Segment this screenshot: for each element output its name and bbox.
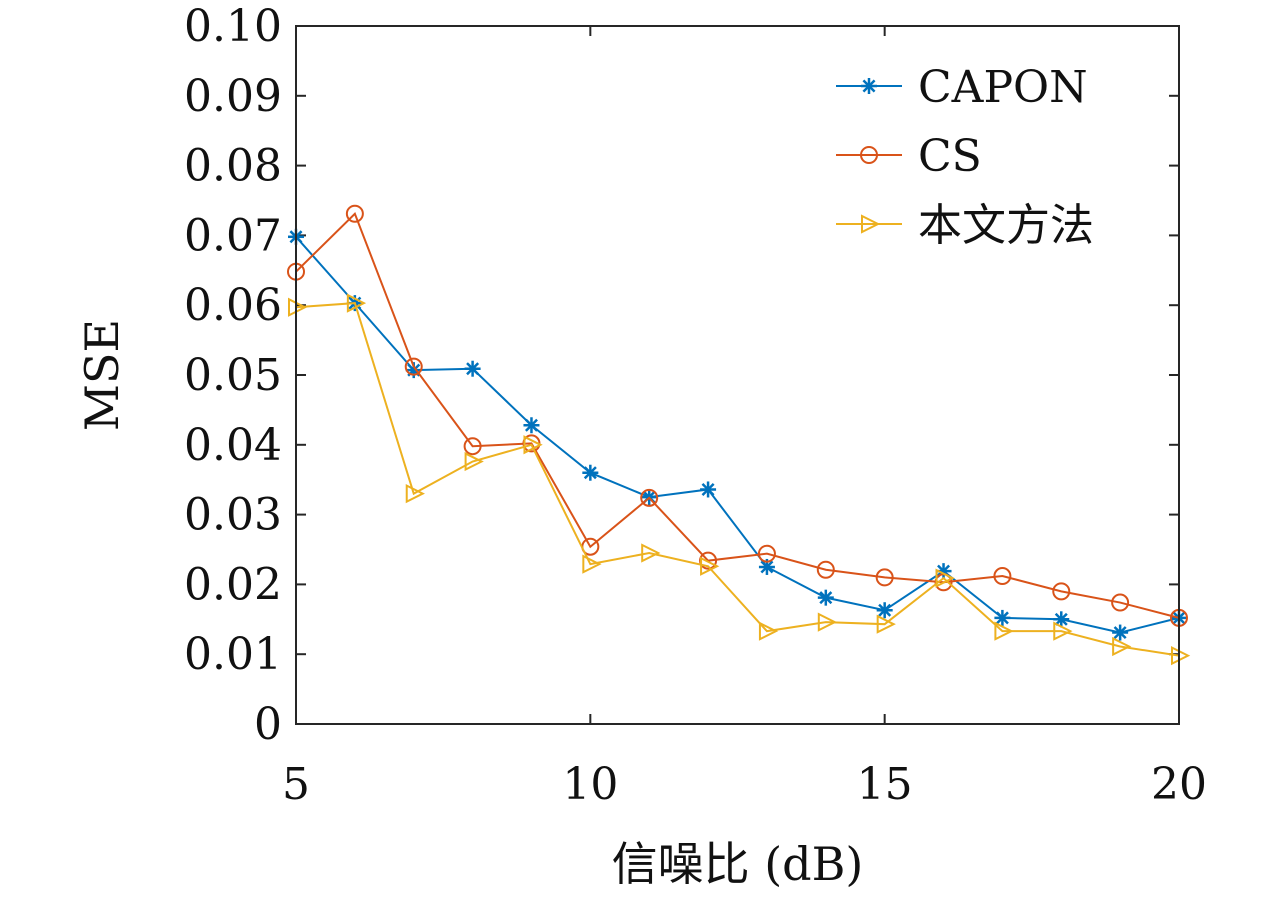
x-tick-label: 5 — [282, 759, 310, 810]
y-tick-label: 0.05 — [184, 350, 282, 401]
data-point — [994, 609, 1011, 626]
data-point — [464, 451, 484, 472]
data-point — [994, 621, 1014, 641]
x-tick-label: 10 — [562, 759, 618, 810]
data-point — [345, 204, 364, 223]
series-line — [295, 211, 1180, 619]
data-point — [1052, 582, 1071, 601]
series-1 — [287, 204, 1188, 627]
data-point — [404, 357, 423, 376]
x-axis-title: 信噪比 (dB) — [612, 837, 864, 891]
data-point — [582, 554, 602, 574]
data-point — [876, 602, 893, 619]
data-point — [463, 437, 482, 456]
series-2 — [288, 293, 1191, 666]
series-line — [295, 302, 1180, 657]
data-point — [523, 435, 543, 455]
data-point — [1112, 624, 1129, 641]
y-tick-label: 0.09 — [184, 71, 282, 122]
series-layer — [287, 204, 1191, 666]
data-point — [817, 612, 838, 632]
legend-label: 本文方法 — [918, 200, 1094, 251]
y-tick-label: 0.06 — [184, 280, 282, 331]
data-point — [464, 360, 481, 377]
data-point — [523, 417, 540, 434]
plot-frame — [295, 25, 1180, 725]
data-point — [816, 560, 835, 579]
data-point — [1111, 593, 1130, 612]
y-axis-ticks: 0 0.01 0.02 0.03 0.04 0.05 0.06 0.07 0.08 0.09 0.1… — [184, 1, 1179, 750]
data-point — [1112, 636, 1132, 657]
series-line — [295, 236, 1180, 634]
data-point — [757, 544, 776, 563]
data-point — [935, 568, 955, 588]
data-point — [817, 589, 834, 606]
data-point — [993, 567, 1012, 586]
legend-marker — [860, 146, 878, 164]
y-tick-label: 0.03 — [184, 490, 282, 541]
x-tick-label: 15 — [857, 759, 913, 810]
data-point — [346, 293, 367, 313]
y-tick-label: 0.04 — [184, 420, 282, 471]
y-tick-label: 0.07 — [184, 210, 282, 261]
data-point — [641, 543, 661, 563]
data-point — [758, 621, 779, 641]
data-point — [640, 488, 659, 507]
data-point — [1053, 611, 1070, 628]
x-axis-ticks: 5 10 15 20 — [282, 26, 1207, 810]
y-tick-label: 0.01 — [184, 629, 282, 680]
series-0 — [288, 228, 1187, 641]
y-tick-label: 0.08 — [184, 141, 282, 192]
data-point — [875, 568, 894, 587]
x-tick-label: 20 — [1151, 759, 1207, 810]
legend-item: CS — [836, 131, 982, 182]
y-tick-label: 0 — [254, 699, 282, 750]
data-point — [876, 614, 896, 634]
legend: CAPON CS 本文方法 — [836, 62, 1094, 251]
data-point — [700, 481, 717, 498]
y-tick-label: 0.02 — [184, 559, 282, 610]
legend-label: CAPON — [918, 62, 1088, 113]
y-tick-label: 0.10 — [184, 1, 282, 52]
y-axis-title: MSE — [75, 319, 129, 431]
data-point — [1053, 621, 1073, 641]
data-point — [582, 464, 599, 481]
legend-item: 本文方法 — [836, 200, 1094, 251]
legend-item: CAPON — [836, 62, 1088, 113]
data-point — [700, 556, 720, 576]
legend-marker — [861, 78, 877, 94]
legend-label: CS — [918, 131, 982, 182]
legend-marker — [861, 214, 881, 234]
data-point — [405, 484, 425, 504]
